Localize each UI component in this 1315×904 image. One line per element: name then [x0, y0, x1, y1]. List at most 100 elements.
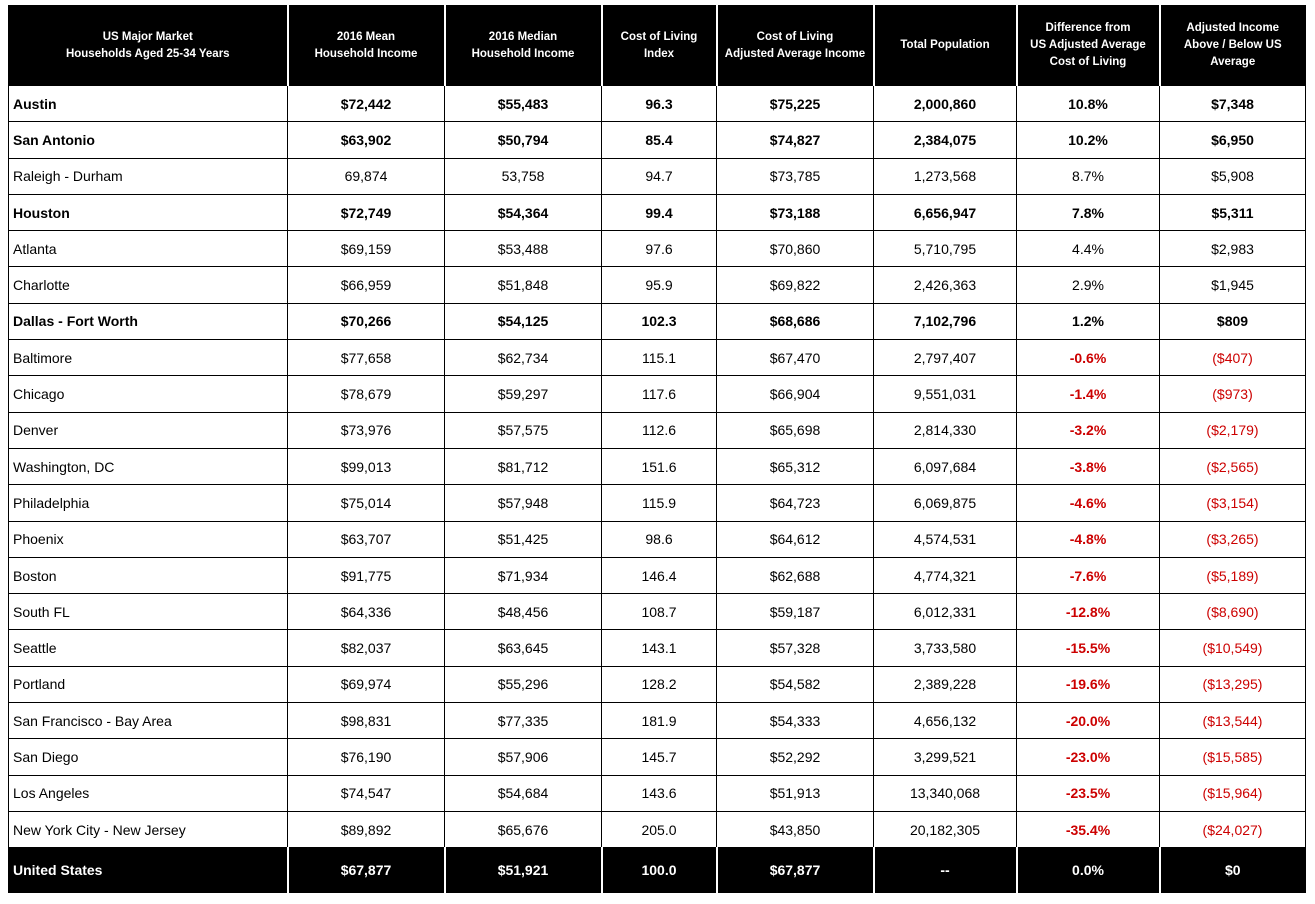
cell-adjusted-income: $43,850 [716, 810, 874, 849]
column-header-col-index: Cost of Living Index [600, 5, 717, 86]
total-row: United States $67,877 $51,921 100.0 $67,877-… [8, 847, 1306, 894]
cell-population: 20,182,305 [873, 810, 1017, 849]
cell-difference-pct: 10.8% [1016, 84, 1160, 123]
cell-difference-pct: 8.7% [1016, 157, 1160, 195]
cell-adjusted-income: $54,582 [716, 665, 874, 704]
cell-market: Phoenix [8, 520, 288, 558]
total-cell-population: -- [872, 847, 1017, 894]
column-header-line: Index [643, 47, 675, 60]
column-header-line: Difference from [1045, 22, 1131, 34]
cell-median-income: $50,794 [444, 121, 602, 159]
table-row: Raleigh - Durham 69,874 53,758 94.7 $73,785 1… [8, 157, 1306, 195]
cell-difference-pct: -23.5% [1016, 774, 1160, 812]
table-row: Philadelphia $75,014 $57,948 115.9 $64,723 6,… [8, 484, 1306, 522]
table-row: Denver $73,976 $57,575 112.6 $65,698 2,814,33… [8, 411, 1306, 449]
cell-median-income: $57,948 [444, 484, 602, 522]
cell-mean-income: $89,892 [287, 810, 445, 849]
cell-difference-pct: -4.6% [1016, 484, 1160, 522]
cell-adjusted-diff: ($8,690) [1159, 593, 1306, 631]
cell-market: Dallas - Fort Worth [8, 302, 288, 341]
cell-col-index: 115.1 [601, 339, 717, 377]
table-row: San Antonio $63,902 $50,794 85.4 $74,827 2,38… [8, 121, 1306, 159]
cell-mean-income: $64,336 [287, 593, 445, 631]
cell-median-income: $77,335 [444, 702, 602, 740]
cell-median-income: $55,296 [444, 665, 602, 704]
cell-adjusted-diff: ($24,027) [1159, 810, 1306, 849]
cell-market: Boston [8, 556, 288, 595]
cell-adjusted-income: $54,333 [716, 702, 874, 740]
column-header-line: US Major Market [102, 30, 193, 43]
total-cell-adjusted-income: $67,877 [715, 847, 874, 894]
cell-adjusted-income: $67,470 [716, 339, 874, 377]
cell-market: Los Angeles [8, 774, 288, 812]
cell-median-income: $71,934 [444, 556, 602, 595]
cell-population: 6,069,875 [873, 484, 1017, 522]
table-row: Dallas - Fort Worth $70,266 $54,125 102.3 $6… [8, 302, 1306, 341]
cell-adjusted-income: $64,612 [716, 520, 874, 558]
cell-mean-income: $72,442 [287, 84, 445, 123]
cell-median-income: $57,906 [444, 738, 602, 776]
table-row: Los Angeles $74,547 $54,684 143.6 $51,913 13,… [8, 774, 1306, 812]
cell-adjusted-diff: $6,950 [1159, 121, 1306, 159]
cell-col-index: 205.0 [601, 810, 717, 849]
cell-adjusted-diff: ($15,585) [1159, 738, 1306, 776]
column-header-line: Cost of Living [756, 30, 834, 43]
table-header-row: US Major Market Households Aged 25-34 Yea… [8, 5, 1306, 86]
cell-market: Raleigh - Durham [8, 157, 288, 195]
cell-col-index: 112.6 [601, 411, 717, 449]
cell-median-income: $57,575 [444, 411, 602, 449]
table-row: Phoenix $63,707 $51,425 98.6 $64,612 4,574,53… [8, 520, 1306, 558]
cell-population: 4,656,132 [873, 702, 1017, 740]
cell-median-income: $65,676 [444, 810, 602, 849]
cell-mean-income: $70,266 [287, 302, 445, 341]
cell-mean-income: $63,902 [287, 121, 445, 159]
cell-adjusted-diff: $5,311 [1159, 193, 1306, 232]
table-row: Baltimore $77,658 $62,734 115.1 $67,470 2,797… [8, 339, 1306, 377]
cell-market: Philadelphia [8, 484, 288, 522]
cell-median-income: $51,425 [444, 520, 602, 558]
cell-adjusted-income: $51,913 [716, 774, 874, 812]
cell-population: 2,426,363 [873, 266, 1017, 304]
cell-median-income: $59,297 [444, 375, 602, 413]
cell-median-income: $63,645 [444, 629, 602, 667]
table-row: Austin $72,442 $55,483 96.3 $75,225 2,000,860… [8, 84, 1306, 123]
cell-difference-pct: -0.6% [1016, 339, 1160, 377]
cell-population: 5,710,795 [873, 230, 1017, 268]
cell-col-index: 108.7 [601, 593, 717, 631]
cell-difference-pct: -15.5% [1016, 629, 1160, 667]
cell-adjusted-income: $75,225 [716, 84, 874, 123]
cell-col-index: 97.6 [601, 230, 717, 268]
cell-adjusted-income: $65,312 [716, 447, 874, 486]
cell-population: 2,384,075 [873, 121, 1017, 159]
cell-median-income: $53,488 [444, 230, 602, 268]
cell-population: 3,299,521 [873, 738, 1017, 776]
cell-col-index: 143.1 [601, 629, 717, 667]
column-header-population: Total Population [872, 5, 1017, 86]
cell-col-index: 146.4 [601, 556, 717, 595]
cell-median-income: $62,734 [444, 339, 602, 377]
cell-col-index: 128.2 [601, 665, 717, 704]
cell-difference-pct: -35.4% [1016, 810, 1160, 849]
cell-adjusted-diff: ($2,565) [1159, 447, 1306, 486]
cell-population: 9,551,031 [873, 375, 1017, 413]
cell-population: 2,389,228 [873, 665, 1017, 704]
column-header-line: Households Aged 25-34 Years [65, 47, 230, 60]
column-header-market: US Major Market Households Aged 25-34 Yea… [8, 5, 288, 86]
cell-adjusted-diff: ($13,544) [1159, 702, 1306, 740]
cell-col-index: 85.4 [601, 121, 717, 159]
cell-adjusted-income: $73,785 [716, 157, 874, 195]
column-header-adjusted-income: Cost of Living Adjusted Average Income [715, 5, 874, 86]
cell-adjusted-diff: $5,908 [1159, 157, 1306, 195]
column-header-line: Household Income [471, 47, 575, 60]
cell-market: Portland [8, 665, 288, 704]
cell-difference-pct: -7.6% [1016, 556, 1160, 595]
cell-median-income: 53,758 [444, 157, 602, 195]
cell-market: San Francisco - Bay Area [8, 702, 288, 740]
column-header-adjusted-diff: Adjusted Income Above / Below US Average [1158, 5, 1306, 86]
column-header-line: Cost of Living [1049, 56, 1127, 68]
market-income-table-container: US Major Market Households Aged 25-34 Yea… [8, 5, 1306, 894]
cell-adjusted-diff: ($3,265) [1159, 520, 1306, 558]
cell-adjusted-income: $64,723 [716, 484, 874, 522]
cell-col-index: 117.6 [601, 375, 717, 413]
table-row: Portland $69,974 $55,296 128.2 $54,582 2,389,… [8, 665, 1306, 704]
